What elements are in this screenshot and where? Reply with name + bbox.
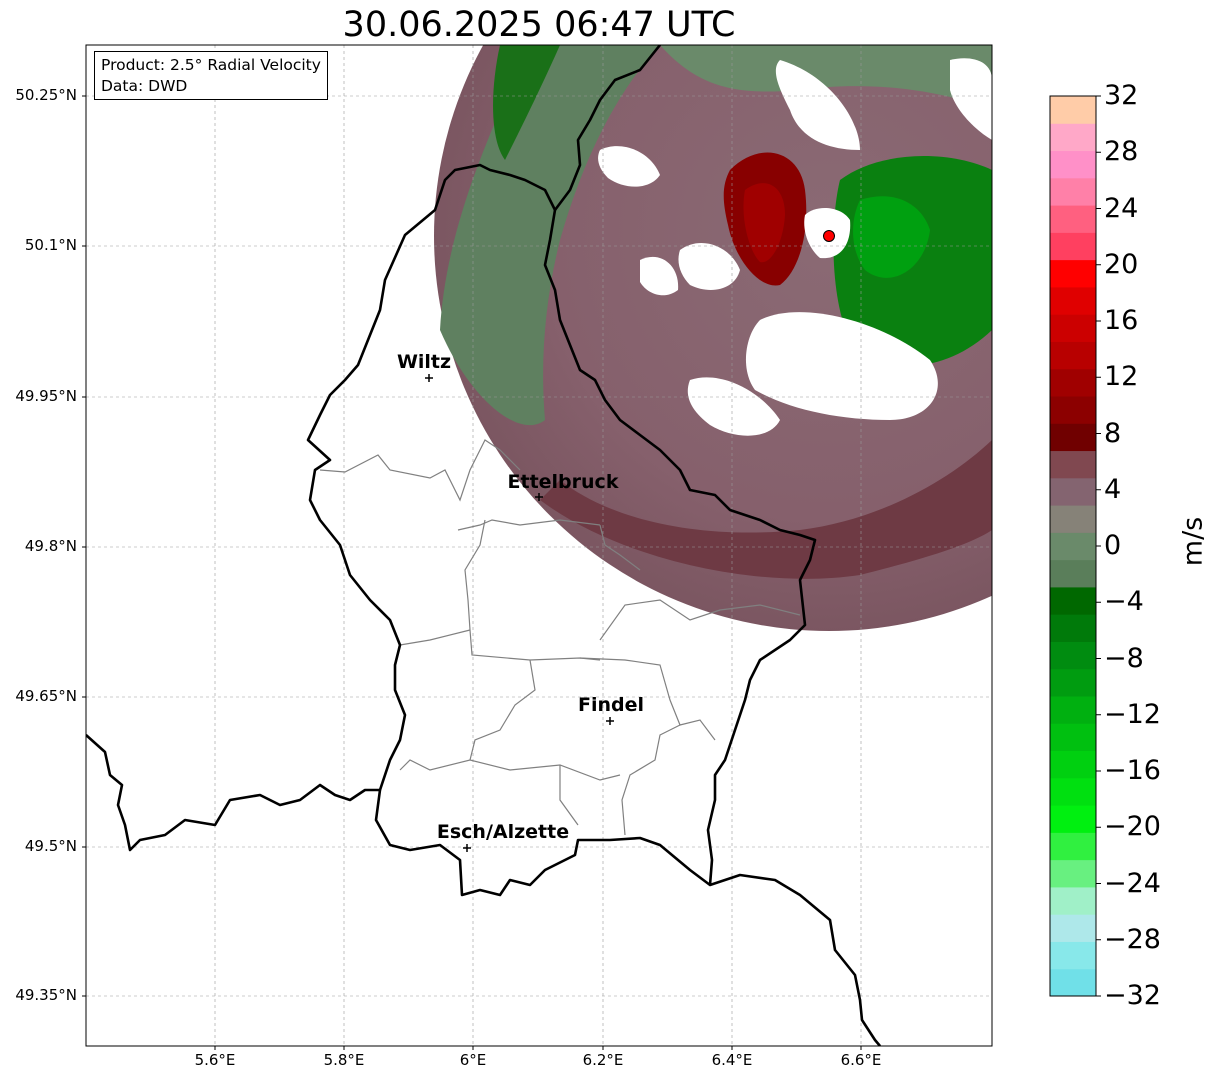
- colorbar-tick-label: −24: [1104, 867, 1161, 899]
- lon-tick-label: 6°E: [459, 1051, 487, 1069]
- product-info-box: Product: 2.5° Radial Velocity Data: DWD: [94, 51, 328, 100]
- colorbar-swatch: [1050, 886, 1096, 915]
- colorbar-tick-label: 4: [1104, 473, 1122, 505]
- canton-boundaries: [319, 439, 801, 836]
- lon-tick-label: 5.6°E: [194, 1051, 236, 1069]
- lat-tick-marks: [82, 95, 86, 997]
- colorbar-tick-label: 32: [1104, 80, 1139, 111]
- colorbar-tick-label: −32: [1104, 980, 1161, 1011]
- colorbar-swatch: [1050, 232, 1096, 261]
- lon-tick-marks: [214, 1046, 862, 1050]
- colorbar-swatch: [1050, 450, 1096, 479]
- city-label-findel: Findel: [578, 694, 644, 716]
- colorbar-swatch: [1050, 614, 1096, 642]
- colorbar-swatch: [1050, 777, 1096, 806]
- colorbar-swatch: [1050, 750, 1096, 779]
- colorbar-swatch: [1050, 805, 1096, 833]
- colorbar-swatch: [1050, 941, 1096, 970]
- colorbar-tick-label: 0: [1104, 530, 1122, 561]
- colorbar-tick-label: 8: [1104, 417, 1122, 449]
- lat-tick-label: 49.35°N: [15, 986, 77, 1004]
- city-label-wiltz: Wiltz: [397, 351, 451, 373]
- colorbar-swatch: [1050, 586, 1096, 615]
- lat-tick-label: 50.1°N: [24, 236, 77, 254]
- city-label-esch-alzette: Esch/Alzette: [437, 821, 569, 843]
- map-frame: [85, 44, 993, 1047]
- lat-tick-label: 49.5°N: [24, 837, 77, 855]
- city-marker-ettelbruck: [535, 493, 543, 501]
- lat-tick-label: 49.65°N: [15, 687, 77, 705]
- colorbar-swatch: [1050, 150, 1096, 179]
- colorbar-swatch: [1050, 314, 1096, 342]
- city-marker-esch-alzette: [463, 844, 471, 852]
- city-marker-findel: [606, 717, 614, 725]
- colorbar-swatch: [1050, 205, 1096, 233]
- lon-tick-label: 6.6°E: [840, 1051, 882, 1069]
- colorbar-tick-label: 20: [1104, 248, 1139, 280]
- lon-tick-label: 5.8°E: [323, 1051, 365, 1069]
- colorbar-swatch: [1050, 505, 1096, 533]
- lat-tick-label: 50.25°N: [15, 86, 77, 104]
- colorbar-swatch: [1050, 696, 1096, 724]
- lon-tick-label: 6.4°E: [711, 1051, 753, 1069]
- colorbar-swatch: [1050, 368, 1096, 397]
- colorbar-tick-label: −12: [1104, 698, 1161, 730]
- colorbar-tick-label: 28: [1104, 136, 1139, 168]
- map-area: Wiltz Ettelbruck Findel Esch/Alzette: [86, 45, 992, 1046]
- colorbar-swatch: [1050, 641, 1096, 670]
- colorbar-unit-label: m/s: [1177, 516, 1207, 567]
- colorbar-swatch: [1050, 123, 1096, 152]
- radar-site-marker: [823, 230, 835, 242]
- colorbar-swatch: [1050, 423, 1096, 452]
- city-markers: [425, 374, 614, 852]
- colorbar-swatch: [1050, 832, 1096, 861]
- city-marker-wiltz: [425, 374, 433, 382]
- city-label-ettelbruck: Ettelbruck: [508, 471, 619, 493]
- data-source-label: Data: DWD: [101, 77, 188, 95]
- colorbar: [1050, 96, 1096, 997]
- colorbar-tick-label: 24: [1104, 192, 1139, 224]
- colorbar-swatch: [1050, 668, 1096, 697]
- colorbar-swatch: [1050, 723, 1096, 752]
- national-borders: [86, 45, 881, 1046]
- product-label: Product: 2.5° Radial Velocity: [101, 56, 321, 74]
- colorbar-swatch: [1050, 259, 1096, 288]
- colorbar-tick-label: 12: [1104, 361, 1139, 393]
- colorbar-tick-label: −16: [1104, 755, 1161, 786]
- colorbar-swatch: [1050, 968, 1096, 997]
- lat-tick-label: 49.8°N: [24, 537, 77, 555]
- colorbar-tick-label: −28: [1104, 923, 1161, 955]
- colorbar-swatch: [1050, 396, 1096, 424]
- colorbar-swatch: [1050, 477, 1096, 506]
- colorbar-swatch: [1050, 914, 1096, 942]
- colorbar-tick-label: −8: [1104, 642, 1144, 674]
- colorbar-tick-label: −20: [1104, 811, 1161, 843]
- map-title: 30.06.2025 06:47 UTC: [342, 5, 736, 45]
- colorbar-swatch: [1050, 96, 1096, 124]
- colorbar-swatch: [1050, 177, 1096, 206]
- colorbar-swatch: [1050, 286, 1096, 315]
- colorbar-swatch: [1050, 559, 1096, 588]
- colorbar-tick-label: 16: [1104, 305, 1139, 336]
- colorbar-swatch: [1050, 532, 1096, 561]
- radar-echo-field: [434, 45, 992, 631]
- colorbar-tick-label: −4: [1104, 586, 1144, 618]
- grid-lines: [86, 45, 992, 1046]
- colorbar-ticks: [1096, 95, 1101, 997]
- colorbar-swatch: [1050, 341, 1096, 370]
- colorbar-swatch: [1050, 859, 1096, 888]
- lon-tick-label: 6.2°E: [582, 1051, 624, 1069]
- lat-tick-label: 49.95°N: [15, 387, 77, 405]
